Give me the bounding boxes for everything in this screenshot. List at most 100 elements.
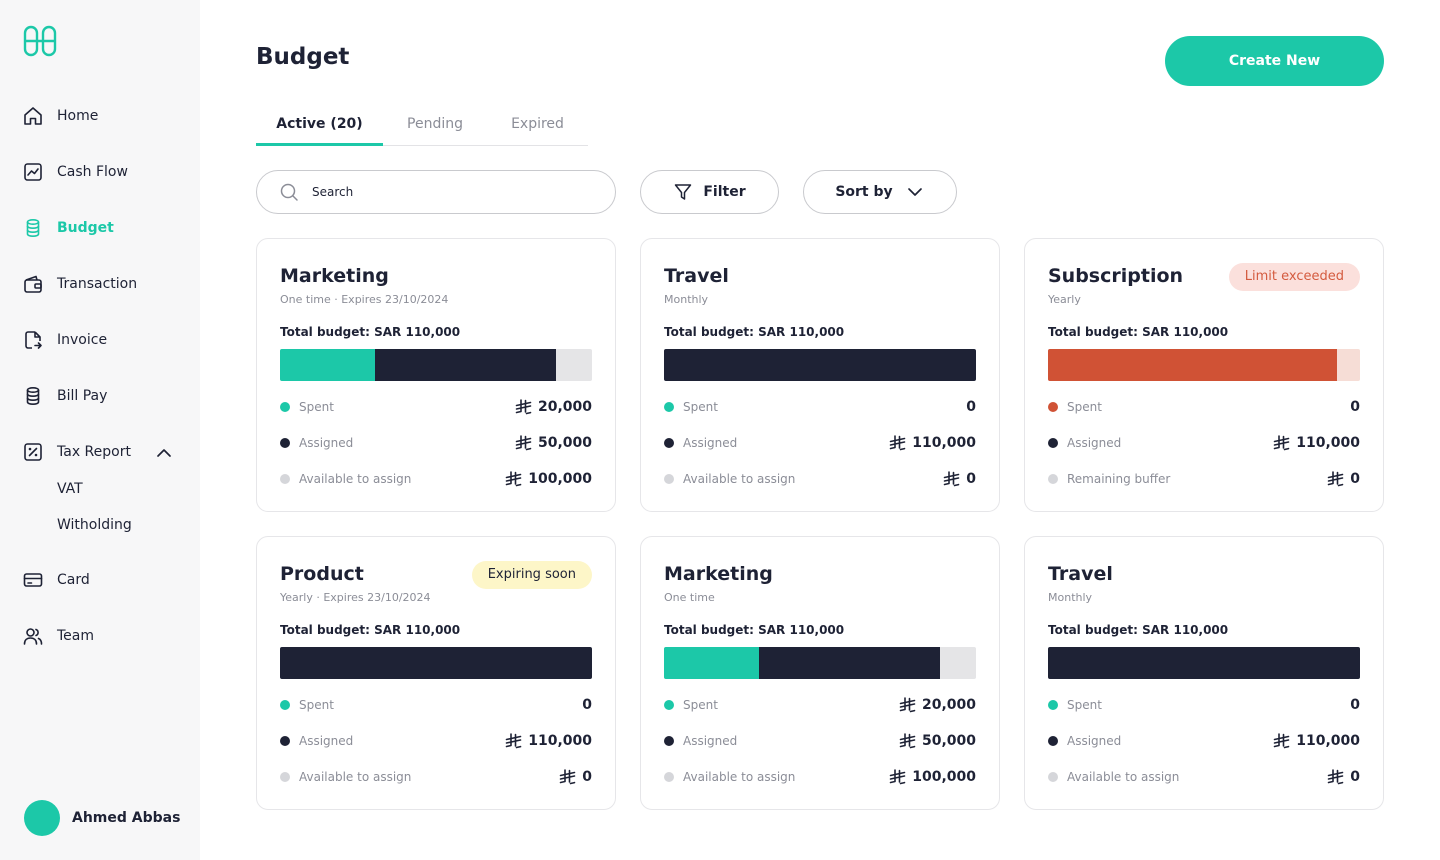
budget-card[interactable]: Marketing One time Total budget: SAR 110,0… — [640, 536, 1000, 810]
sidebar-item-card[interactable]: Card — [22, 568, 90, 592]
avatar[interactable] — [24, 800, 60, 836]
card-subtitle: Monthly — [664, 293, 709, 306]
budget-breakdown-row: Available to assign 0 — [664, 469, 976, 489]
sidebar-item-bill-pay[interactable]: Bill Pay — [22, 384, 107, 408]
sidebar-subitem-witholding[interactable]: Witholding — [57, 517, 132, 533]
tab-expired[interactable]: Expired — [511, 116, 564, 132]
total-budget: Total budget: SAR 110,000 — [1048, 623, 1229, 637]
budget-card[interactable]: Subscription Yearly Limit exceeded Total bu… — [1024, 238, 1384, 512]
sidebar-item-team[interactable]: Team — [22, 624, 94, 648]
brand-logo-icon[interactable] — [22, 24, 58, 58]
budget-breakdown-row: Remaining buffer 0 — [1048, 469, 1360, 489]
row-amount: 20,000 — [899, 697, 976, 713]
sidebar-item-label: Transaction — [57, 276, 138, 292]
riyal-currency-icon — [559, 769, 576, 785]
search-box[interactable] — [256, 170, 616, 214]
budget-breakdown-row: Spent 20,000 — [664, 695, 976, 715]
status-badge: Limit exceeded — [1228, 263, 1360, 291]
row-amount: 110,000 — [1273, 435, 1360, 451]
sidebar-item-home[interactable]: Home — [22, 104, 98, 128]
row-amount: 0 — [1327, 471, 1360, 487]
sidebar-item-cash-flow[interactable]: Cash Flow — [22, 160, 128, 184]
budget-breakdown-row: Available to assign 100,000 — [280, 469, 592, 489]
budget-breakdown-row: Assigned 110,000 — [1048, 731, 1360, 751]
row-amount: 100,000 — [505, 471, 592, 487]
filter-button[interactable]: Filter — [640, 170, 779, 214]
percent-receipt-icon — [22, 441, 44, 463]
total-budget: Total budget: SAR 110,000 — [1048, 325, 1229, 339]
budget-progress-bar — [280, 647, 592, 679]
budget-progress-bar — [1048, 647, 1360, 679]
create-new-button[interactable]: Create New — [1165, 36, 1384, 86]
legend-dot — [1048, 736, 1058, 746]
card-title: Marketing — [280, 265, 389, 287]
budget-breakdown-row: Spent 0 — [1048, 695, 1360, 715]
row-amount: 20,000 — [515, 399, 592, 415]
riyal-currency-icon — [505, 471, 522, 487]
sidebar-item-label: Cash Flow — [57, 164, 128, 180]
progress-segment — [1048, 349, 1337, 381]
search-input[interactable] — [312, 185, 592, 199]
document-icon — [22, 329, 44, 351]
row-label: Assigned — [1067, 734, 1122, 748]
row-amount: 50,000 — [899, 733, 976, 749]
riyal-currency-icon — [1273, 733, 1290, 749]
legend-dot — [280, 438, 290, 448]
sort-by-dropdown[interactable]: Sort by — [803, 170, 957, 214]
legend-dot — [280, 772, 290, 782]
amount-value: 100,000 — [528, 471, 592, 487]
sidebar-item-tax-report[interactable]: Tax Report — [22, 440, 131, 464]
budget-card[interactable]: Travel Monthly Total budget: SAR 110,000 Sp… — [1024, 536, 1384, 810]
riyal-currency-icon — [899, 733, 916, 749]
tab-bar: Active (20) Pending Expired — [256, 106, 588, 146]
filter-icon — [675, 184, 692, 200]
total-budget: Total budget: SAR 110,000 — [280, 623, 461, 637]
sidebar-item-label: Invoice — [57, 332, 108, 348]
sidebar-item-transaction[interactable]: Transaction — [22, 272, 137, 296]
sidebar-item-invoice[interactable]: Invoice — [22, 328, 107, 352]
row-amount: 110,000 — [889, 435, 976, 451]
sidebar-item-label: Tax Report — [57, 444, 131, 460]
budget-breakdown-row: Spent 0 — [1048, 397, 1360, 417]
row-label: Available to assign — [683, 770, 796, 784]
status-badge: Expiring soon — [471, 561, 592, 589]
row-label: Assigned — [299, 436, 354, 450]
legend-dot — [1048, 402, 1058, 412]
riyal-currency-icon — [505, 733, 522, 749]
legend-dot — [664, 772, 674, 782]
sidebar-subitem-vat[interactable]: VAT — [57, 481, 83, 497]
budget-breakdown-row: Assigned 50,000 — [280, 433, 592, 453]
row-label: Assigned — [683, 734, 738, 748]
row-amount: 0 — [943, 471, 976, 487]
progress-segment — [1048, 647, 1360, 679]
sort-label: Sort by — [835, 184, 893, 200]
row-amount: 110,000 — [1273, 733, 1360, 749]
budget-card[interactable]: Travel Monthly Total budget: SAR 110,000 Sp… — [640, 238, 1000, 512]
riyal-currency-icon — [943, 471, 960, 487]
sidebar-item-label: Team — [57, 628, 95, 644]
user-profile[interactable]: Ahmed Abbas — [24, 800, 180, 836]
budget-card[interactable]: Marketing One time · Expires 23/10/2024 To… — [256, 238, 616, 512]
row-label: Available to assign — [1067, 770, 1180, 784]
chevron-down-icon — [907, 188, 922, 196]
budget-progress-bar — [664, 647, 976, 679]
budget-breakdown-row: Assigned 110,000 — [280, 731, 592, 751]
tab-pending[interactable]: Pending — [407, 116, 463, 132]
card-title: Subscription — [1048, 265, 1184, 287]
sidebar-item-label: Card — [57, 572, 90, 588]
amount-value: 20,000 — [921, 697, 976, 713]
row-label: Available to assign — [299, 770, 412, 784]
tab-active[interactable]: Active (20) — [256, 106, 383, 146]
row-label: Assigned — [683, 436, 738, 450]
row-label: Spent — [1067, 698, 1102, 712]
progress-segment — [758, 647, 940, 679]
budget-card[interactable]: Product Yearly · Expires 23/10/2024 Expiri… — [256, 536, 616, 810]
sidebar-item-budget[interactable]: Budget — [22, 216, 114, 240]
total-budget: Total budget: SAR 110,000 — [664, 325, 845, 339]
chevron-up-icon[interactable] — [155, 444, 173, 462]
amount-value: 50,000 — [537, 435, 592, 451]
page-title: Budget — [256, 44, 350, 70]
total-budget: Total budget: SAR 110,000 — [664, 623, 845, 637]
sidebar: Home Cash Flow Budget Transaction Invoic… — [0, 0, 200, 860]
card-title: Product — [280, 563, 364, 585]
